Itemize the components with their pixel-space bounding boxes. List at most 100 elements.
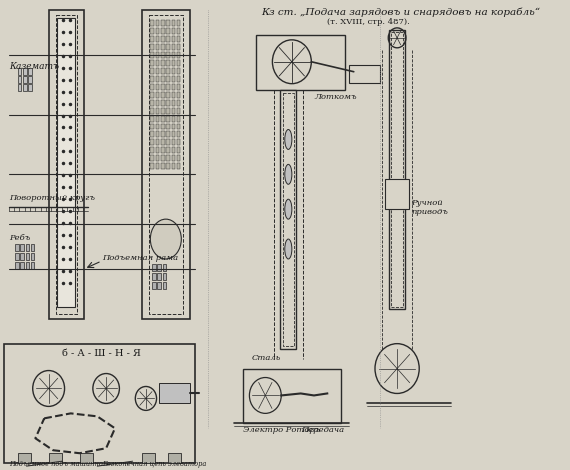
Bar — [150, 20, 154, 26]
Text: Кз ст. „Подача зарядовъ и снарядовъ на корабль“: Кз ст. „Подача зарядовъ и снарядовъ на к… — [261, 8, 540, 17]
Bar — [166, 44, 170, 50]
Text: б - А - Ш - Н - Я: б - А - Ш - Н - Я — [62, 349, 141, 358]
Bar — [23, 68, 27, 75]
Bar — [389, 30, 405, 309]
Bar — [150, 76, 154, 82]
Bar — [161, 20, 165, 26]
Bar — [150, 108, 154, 114]
Bar — [161, 100, 165, 106]
Bar — [166, 20, 170, 26]
Bar — [150, 148, 154, 153]
Bar — [172, 148, 175, 153]
Bar — [18, 76, 21, 83]
Bar — [156, 116, 159, 122]
Bar — [58, 18, 75, 307]
Bar — [161, 28, 165, 34]
Bar — [161, 148, 165, 153]
Bar — [150, 100, 154, 106]
Ellipse shape — [285, 130, 292, 149]
Bar — [152, 282, 156, 289]
Bar — [21, 253, 24, 260]
Bar — [172, 164, 175, 169]
Bar — [161, 68, 165, 74]
Bar — [150, 60, 154, 66]
Bar — [156, 148, 159, 153]
Bar — [156, 20, 159, 26]
Bar — [177, 148, 181, 153]
Bar — [156, 36, 159, 42]
Bar — [150, 44, 154, 50]
Bar — [166, 164, 170, 169]
Bar — [177, 28, 181, 34]
Bar — [156, 156, 159, 161]
Bar — [166, 28, 170, 34]
Bar — [166, 100, 170, 106]
Bar — [168, 453, 181, 463]
Bar — [166, 124, 170, 130]
Bar — [26, 244, 29, 251]
Bar — [391, 32, 404, 307]
Bar — [385, 179, 409, 209]
Bar — [150, 84, 154, 90]
Bar — [156, 140, 159, 145]
Bar — [172, 20, 175, 26]
Bar — [150, 28, 154, 34]
Bar — [177, 100, 181, 106]
Bar — [166, 156, 170, 161]
Bar — [177, 44, 181, 50]
Bar — [161, 36, 165, 42]
Bar — [157, 273, 161, 280]
Bar — [163, 282, 166, 289]
Bar — [166, 68, 170, 74]
Bar — [166, 132, 170, 137]
Text: Поворотный кругъ: Поворотный кругъ — [9, 194, 95, 202]
Bar — [149, 15, 183, 314]
Bar — [150, 156, 154, 161]
Bar — [172, 36, 175, 42]
Bar — [152, 273, 156, 280]
Bar — [166, 60, 170, 66]
Bar — [161, 108, 165, 114]
Bar — [31, 253, 35, 260]
Text: Безконечная цепь элеватора: Безконечная цепь элеватора — [101, 460, 206, 468]
Bar — [172, 84, 175, 90]
Bar — [177, 156, 181, 161]
Bar — [172, 52, 175, 58]
Bar — [150, 92, 154, 98]
Bar — [349, 65, 380, 83]
Bar — [163, 264, 166, 271]
Bar — [31, 262, 35, 269]
Bar — [172, 124, 175, 130]
Bar — [163, 273, 166, 280]
Bar — [166, 148, 170, 153]
Bar — [156, 52, 159, 58]
Bar — [161, 84, 165, 90]
Bar — [156, 92, 159, 98]
Ellipse shape — [285, 164, 292, 184]
Text: (т. XVIII, стр. 487).: (т. XVIII, стр. 487). — [327, 18, 410, 26]
Bar — [177, 132, 181, 137]
Bar — [157, 282, 161, 289]
Bar — [15, 253, 19, 260]
Bar — [141, 10, 190, 319]
Bar — [26, 262, 29, 269]
Bar — [80, 453, 93, 463]
Text: Подъемная рама: Подъемная рама — [101, 254, 178, 262]
Bar — [156, 60, 159, 66]
Bar — [177, 124, 181, 130]
Ellipse shape — [150, 219, 181, 259]
Bar — [150, 164, 154, 169]
Bar — [15, 244, 19, 251]
Bar — [177, 92, 181, 98]
Bar — [156, 100, 159, 106]
Bar — [280, 90, 296, 349]
Bar — [166, 76, 170, 82]
Bar — [166, 116, 170, 122]
Bar — [159, 384, 190, 403]
Bar — [177, 20, 181, 26]
Bar — [166, 140, 170, 145]
Bar — [5, 344, 194, 463]
Bar — [156, 132, 159, 137]
Bar — [172, 28, 175, 34]
Text: Подъемное подъ машинно: Подъемное подъ машинно — [9, 460, 103, 468]
